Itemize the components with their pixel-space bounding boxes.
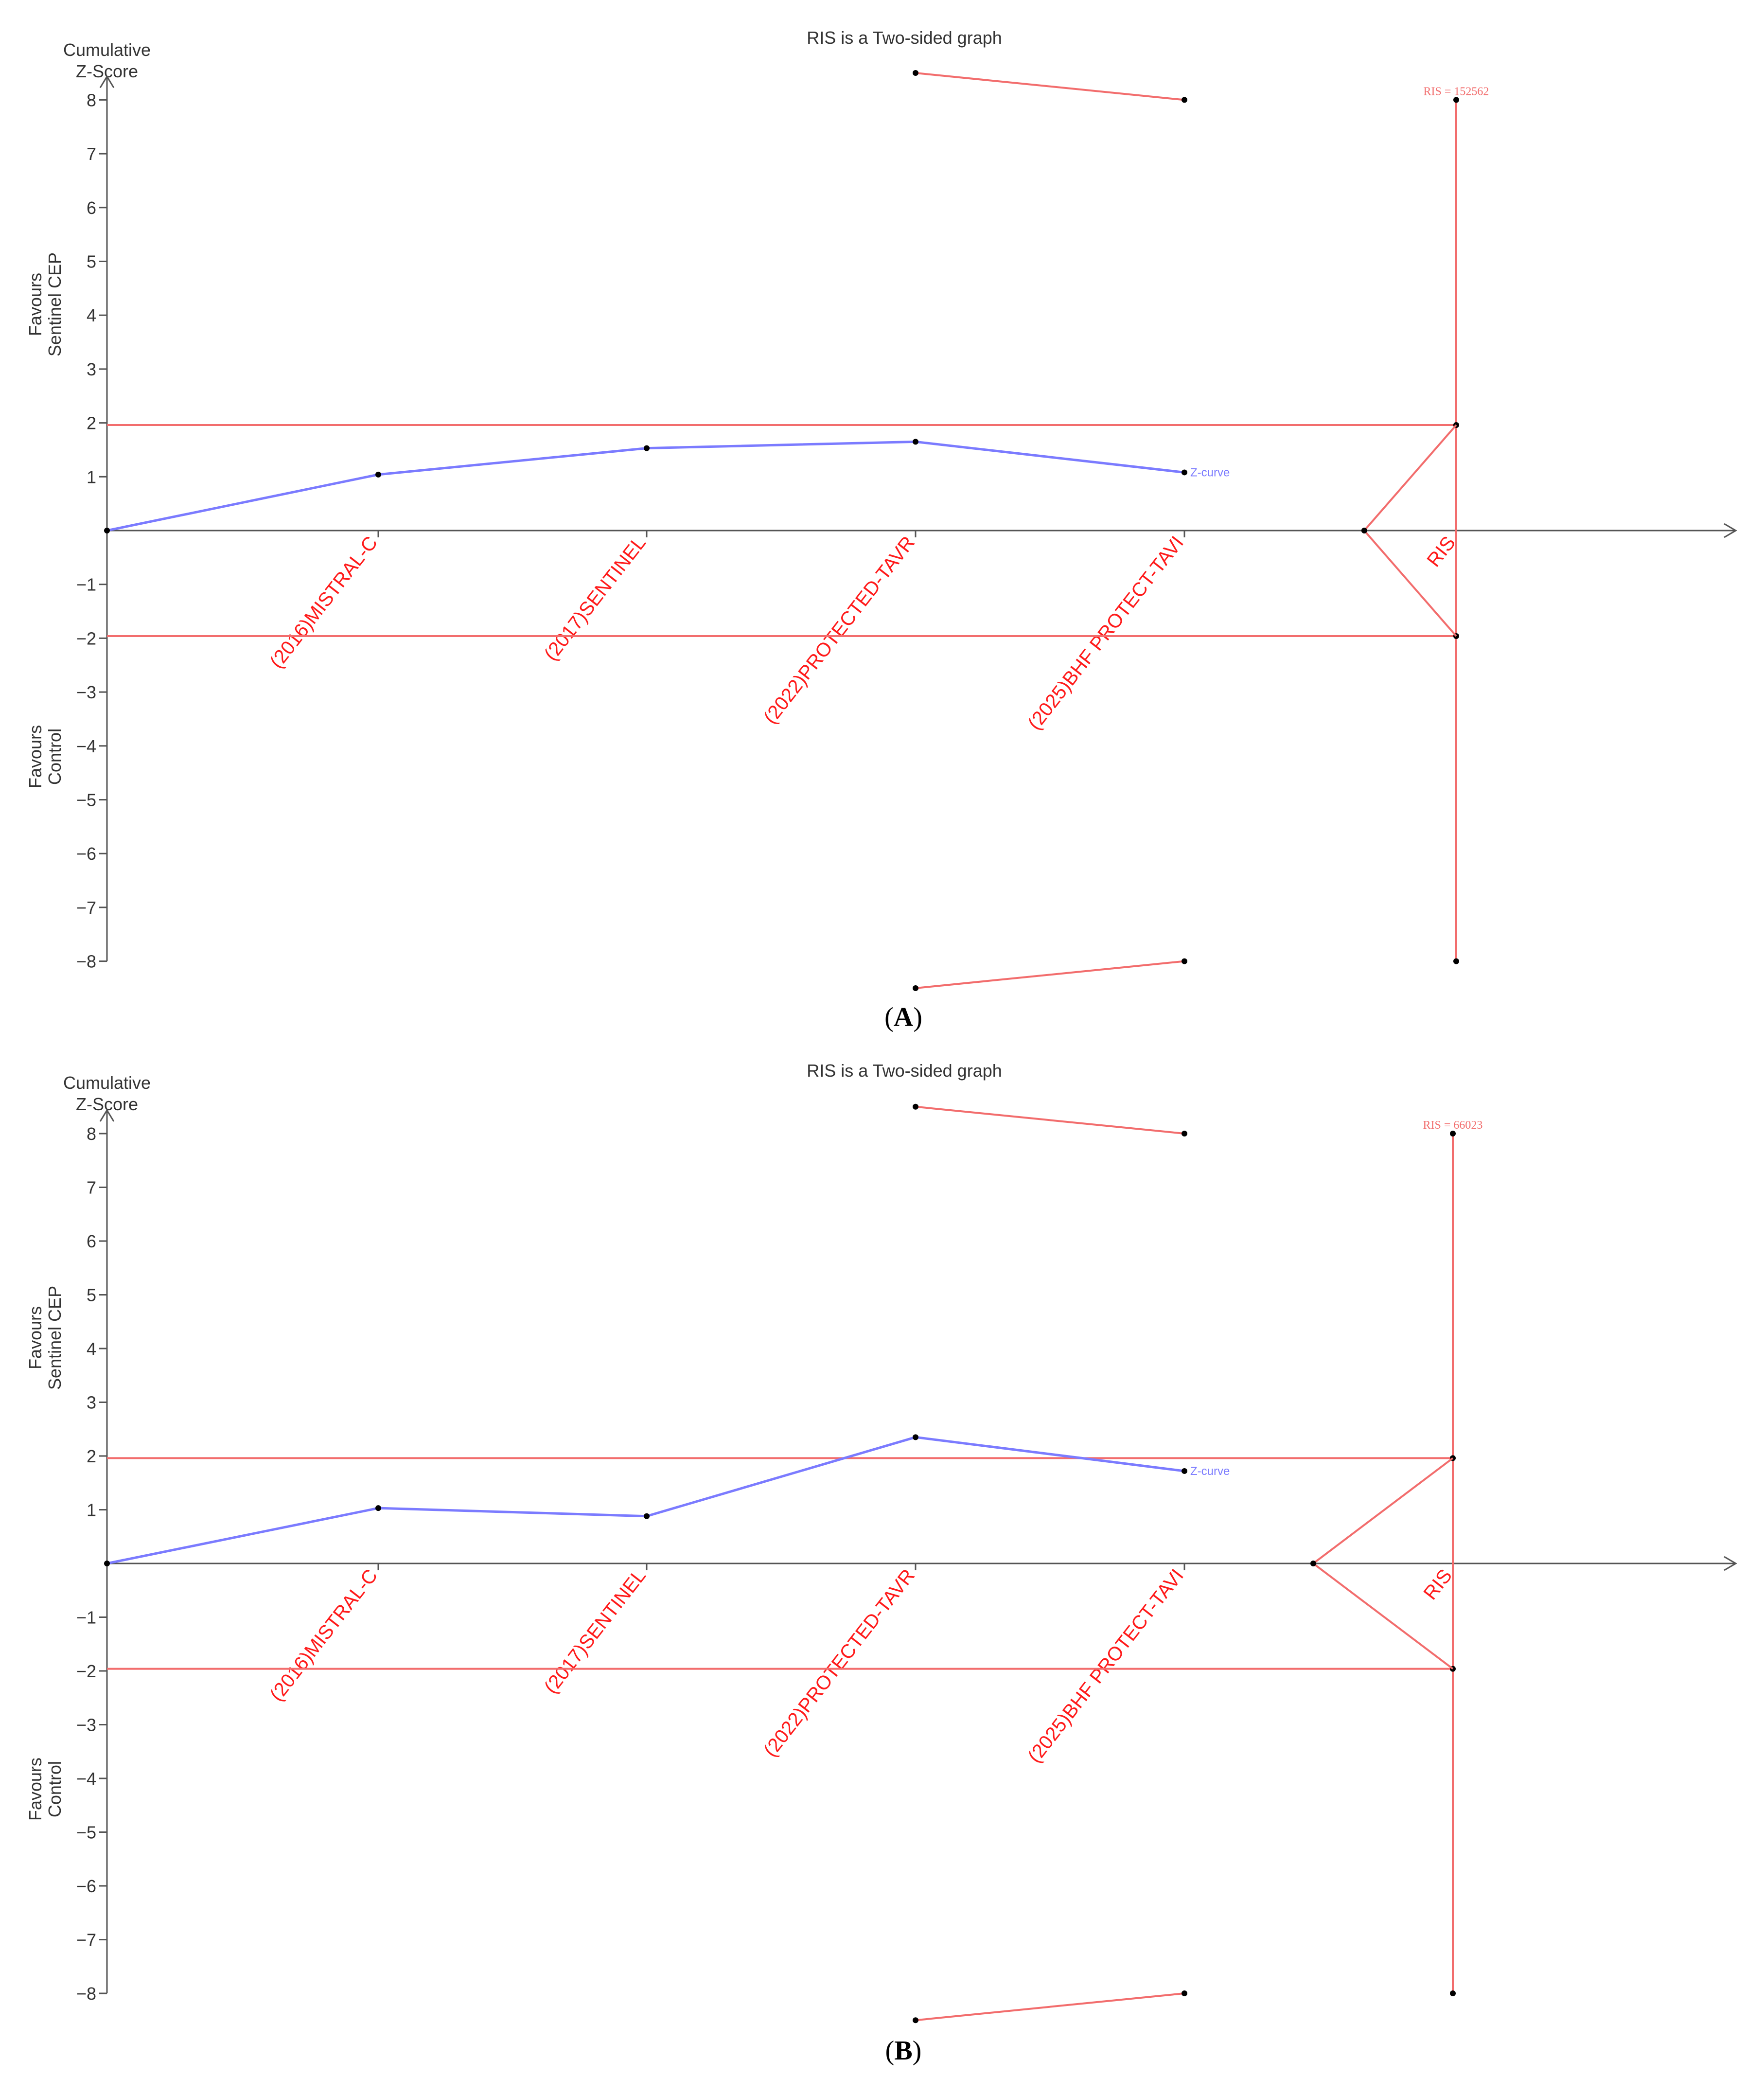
favours-sentinel-label: Sentinel CEP (45, 252, 65, 356)
z-curve-point (375, 1505, 381, 1511)
z-curve-point (375, 471, 381, 478)
chart-title: RIS is a Two-sided graph (807, 1061, 1002, 1081)
y-tick-label: 4 (87, 1339, 96, 1359)
panel-b: RIS is a Two-sided graphCumulativeZ-Scor… (25, 1061, 1737, 2066)
lower-monitoring-boundary-point (1182, 958, 1187, 964)
favours-control-label: Favours (25, 1758, 45, 1821)
lower-monitoring-boundary-point (1182, 1990, 1187, 1996)
ris-label: RIS (1419, 1565, 1456, 1604)
y-tick-label: 4 (87, 305, 96, 325)
z-curve-point (1182, 1468, 1187, 1474)
upper-monitoring-boundary-point (913, 70, 918, 76)
favours-sentinel-label: Favours (25, 273, 45, 336)
y-tick-label: 7 (87, 144, 96, 164)
y-tick-label: −2 (76, 628, 96, 648)
z-curve-label: Z-curve (1190, 466, 1230, 479)
favours-control-label: Favours (25, 725, 45, 788)
upper-monitoring-boundary (915, 72, 1185, 101)
y-tick-label: 8 (87, 1124, 96, 1144)
trial-label: (2022)PROTECTED-TAVR (759, 532, 919, 728)
y-tick-label: −3 (76, 1715, 96, 1735)
favours-control-label: Control (45, 728, 65, 785)
trial-label: (2022)PROTECTED-TAVR (759, 1565, 919, 1760)
y-tick-label: 5 (87, 252, 96, 272)
z-curve-label: Z-curve (1190, 1465, 1230, 1478)
lower-monitoring-boundary-point (913, 985, 918, 991)
trial-label: (2017)SENTINEL (540, 532, 650, 664)
ris-point (1453, 958, 1459, 964)
y-tick-label: 6 (87, 1231, 96, 1251)
ris-point (1450, 1990, 1456, 1996)
ris-label: RIS (1423, 532, 1460, 571)
y-tick-label: −4 (76, 736, 96, 756)
z-curve-point (104, 1561, 110, 1566)
lower-monitoring-boundary-point (913, 2017, 918, 2024)
y-tick-label: 6 (87, 198, 96, 218)
y-tick-label: 5 (87, 1285, 96, 1305)
panel-label: (B) (885, 2036, 922, 2066)
z-curve-point (1182, 469, 1187, 476)
z-curve-line (106, 440, 1185, 532)
upper-monitoring-boundary (915, 1105, 1185, 1135)
x-axis-arrow (1724, 1556, 1737, 1571)
y-tick-label: −5 (76, 1823, 96, 1843)
y-tick-label: 3 (87, 359, 96, 379)
z-curve-point (104, 528, 110, 533)
y-tick-label: 7 (87, 1178, 96, 1198)
y-tick-label: 8 (87, 90, 96, 110)
ris-value-label: RIS = 152562 (1424, 85, 1489, 98)
panel-a: RIS is a Two-sided graphCumulativeZ-Scor… (25, 28, 1737, 1032)
trial-label: (2016)MISTRAL-C (266, 1565, 382, 1705)
y-tick-label: −1 (76, 1608, 96, 1628)
y-tick-label: −4 (76, 1769, 96, 1789)
chart-title: RIS is a Two-sided graph (807, 28, 1002, 48)
ris-wedge-vertex (1361, 528, 1367, 533)
trial-label: (2017)SENTINEL (540, 1565, 650, 1697)
y-tick-label: −3 (76, 682, 96, 702)
y-tick-label: −1 (76, 575, 96, 595)
trial-label: (2016)MISTRAL-C (266, 532, 382, 672)
upper-monitoring-boundary-point (913, 1103, 918, 1110)
favours-control-label: Control (45, 1761, 65, 1817)
y-tick-label: −2 (76, 1661, 96, 1681)
y-tick-label: 2 (87, 413, 96, 433)
y-axis-arrow (99, 1109, 115, 1122)
y-tick-label: −8 (76, 1984, 96, 2004)
x-axis-arrow (1724, 523, 1737, 538)
y-axis-arrow (99, 75, 115, 89)
lower-monitoring-boundary (915, 1992, 1185, 2022)
ris-wedge-vertex (1310, 1561, 1316, 1566)
trial-label: (2025)BHF PROTECT-TAVI (1024, 532, 1188, 734)
y-axis-title-line: Cumulative (63, 1073, 151, 1093)
z-curve-point (644, 1513, 650, 1519)
lower-monitoring-boundary (915, 960, 1185, 989)
favours-sentinel-label: Favours (25, 1306, 45, 1369)
y-tick-label: 1 (87, 1500, 96, 1520)
y-tick-label: 3 (87, 1393, 96, 1413)
y-tick-label: −6 (76, 844, 96, 864)
ris-point (1450, 1131, 1456, 1136)
trial-label: (2025)BHF PROTECT-TAVI (1024, 1565, 1188, 1767)
favours-sentinel-label: Sentinel CEP (45, 1286, 65, 1390)
z-curve-line (106, 1436, 1185, 1565)
upper-monitoring-boundary-point (1182, 1131, 1187, 1136)
y-tick-label: −5 (76, 790, 96, 810)
y-tick-label: −6 (76, 1876, 96, 1896)
y-tick-label: 2 (87, 1446, 96, 1466)
y-tick-label: 1 (87, 467, 96, 487)
z-curve-point (644, 445, 650, 451)
panel-label: (A) (884, 1002, 922, 1032)
z-curve-point (913, 1434, 918, 1440)
y-axis-title-line: Cumulative (63, 40, 151, 60)
y-tick-label: −8 (76, 952, 96, 972)
z-curve-point (913, 439, 918, 445)
y-tick-label: −7 (76, 898, 96, 918)
ris-value-label: RIS = 66023 (1423, 1119, 1483, 1132)
ris-point (1453, 97, 1459, 103)
y-tick-label: −7 (76, 1930, 96, 1950)
upper-monitoring-boundary-point (1182, 97, 1187, 103)
